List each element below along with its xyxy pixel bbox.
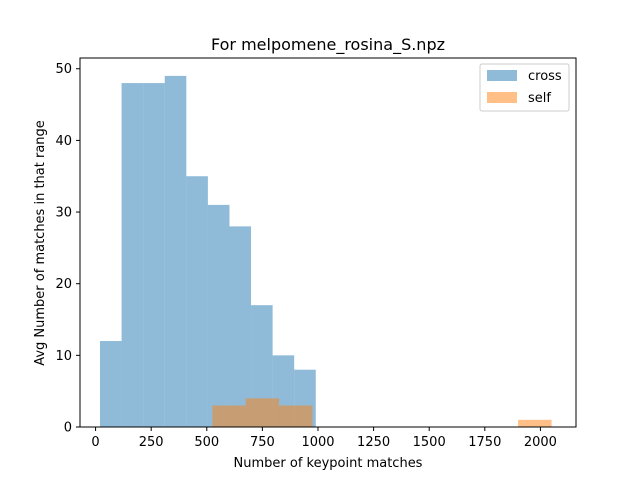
bar-self-2	[279, 405, 313, 427]
x-tick-label-4: 1000	[301, 435, 334, 450]
chart-title: For melpomene_rosina_S.npz	[211, 35, 445, 55]
series-self-bars	[212, 398, 552, 427]
y-tick-label-1: 10	[55, 349, 72, 364]
y-tick-label-2: 20	[55, 277, 72, 292]
x-axis-ticks: 0 250 500 750 1000 1250 1500 1750 2000	[91, 427, 557, 450]
y-axis-ticks: 0 10 20 30 40 50	[55, 62, 80, 436]
x-tick-label-7: 1750	[468, 435, 501, 450]
legend-label-cross: cross	[528, 69, 562, 84]
bar-self-3	[518, 419, 552, 427]
bar-cross-5	[207, 204, 230, 427]
x-tick-label-8: 2000	[524, 435, 557, 450]
x-axis-label: Number of keypoint matches	[234, 456, 423, 471]
x-tick-label-1: 250	[139, 435, 164, 450]
bar-cross-2	[143, 83, 165, 427]
y-tick-label-5: 50	[55, 62, 72, 77]
y-tick-label-3: 30	[55, 206, 72, 221]
bar-cross-6	[229, 226, 252, 427]
y-tick-label-4: 40	[55, 134, 72, 149]
bar-self-0	[212, 405, 246, 427]
x-tick-label-0: 0	[91, 435, 99, 450]
legend: cross self	[479, 63, 570, 112]
x-tick-label-3: 750	[250, 435, 275, 450]
y-axis-label: Avg Number of matches in that range	[33, 120, 48, 366]
legend-swatch-cross	[487, 70, 517, 81]
legend-label-self: self	[528, 91, 551, 106]
bar-cross-1	[121, 83, 144, 427]
x-tick-label-6: 1500	[413, 435, 446, 450]
plot-area-frame	[79, 57, 577, 428]
bar-cross-4	[186, 176, 208, 427]
bar-cross-0	[100, 341, 122, 427]
bar-self-1	[245, 398, 280, 427]
x-tick-label-5: 1250	[357, 435, 390, 450]
legend-swatch-self	[487, 92, 517, 103]
y-tick-label-0: 0	[64, 421, 72, 436]
bar-cross-7	[251, 305, 273, 427]
x-tick-label-2: 500	[194, 435, 219, 450]
bar-cross-3	[164, 75, 187, 427]
